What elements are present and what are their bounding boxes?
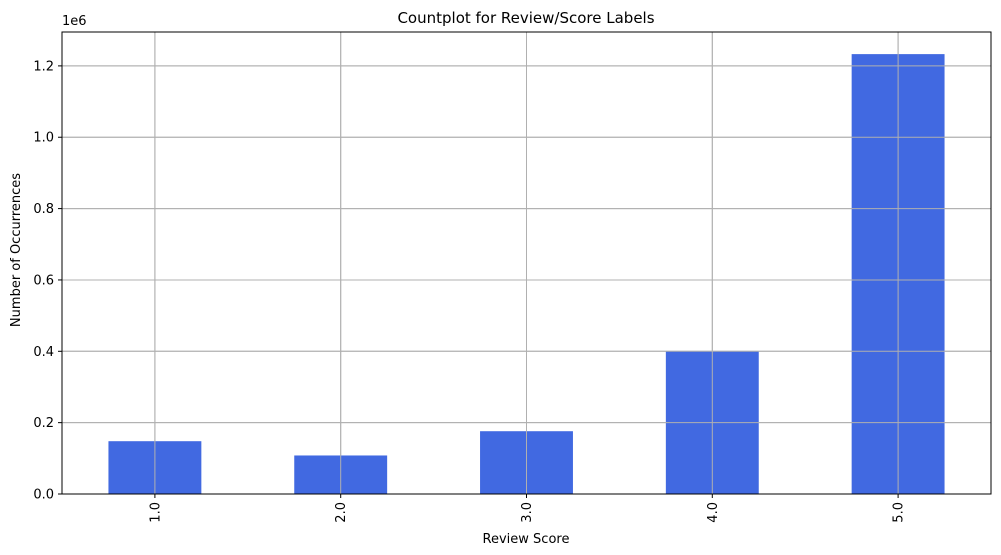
x-tick-label: 5.0 [892,502,907,523]
y-axis-title: Number of Occurrences [9,173,24,327]
x-axis-title: Review Score [483,532,570,547]
x-tick-label: 4.0 [706,502,721,523]
y-tick-label: 0.0 [33,488,54,503]
y-tick-label: 1.2 [33,59,54,74]
axes: 0.0 0.2 0.4 0.6 0.8 1.0 1.2 1.0 2.0 3.0 4.0 5.0 [33,31,992,523]
bars [62,32,991,495]
x-tick-label: 3.0 [520,502,535,523]
y-tick-label: 0.2 [33,416,54,431]
plot-frame [61,31,992,495]
chart-title: Countplot for Review/Score Labels [397,9,654,27]
x-tick-label: 1.0 [148,502,163,523]
y-offset-label: 1e6 [62,14,87,29]
y-tick-label: 0.6 [33,273,54,288]
y-tick-label: 0.8 [33,202,54,217]
y-tick-label: 1.0 [33,131,54,146]
y-tick-label: 0.4 [33,345,54,360]
x-tick-label: 2.0 [334,502,349,523]
